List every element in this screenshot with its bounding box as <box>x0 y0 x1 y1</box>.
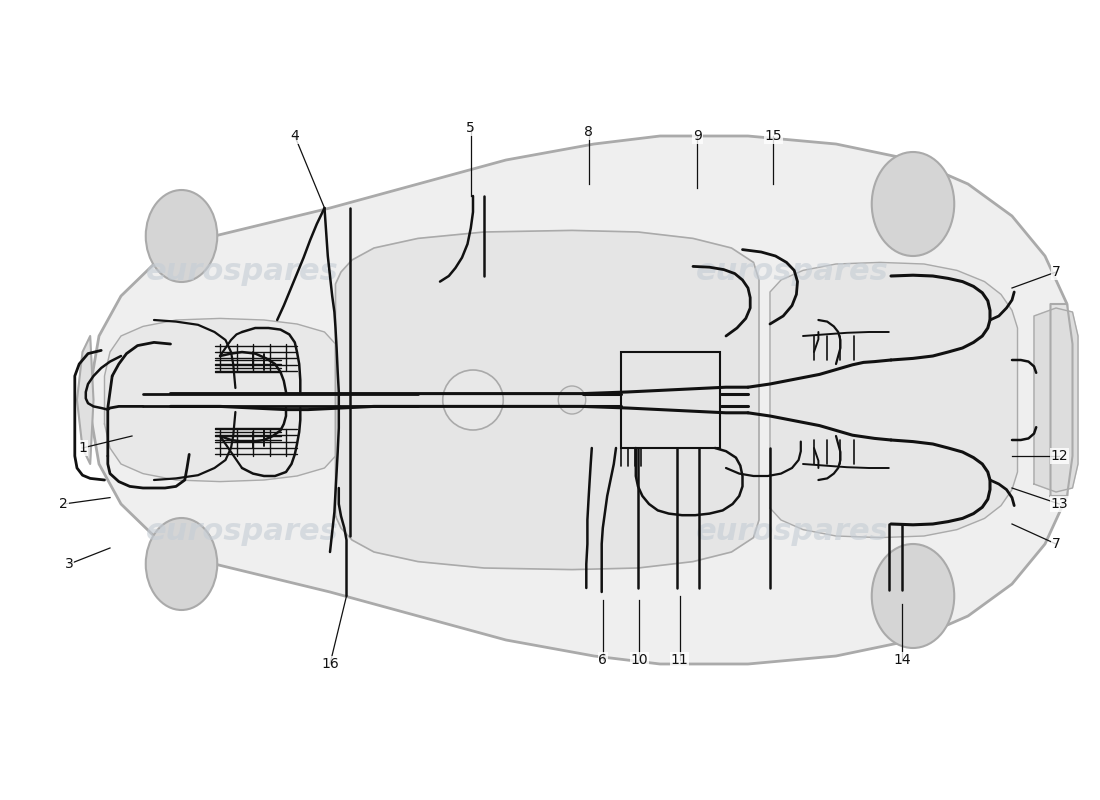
Polygon shape <box>104 318 336 482</box>
Text: eurospares: eurospares <box>145 518 339 546</box>
Text: 12: 12 <box>1050 449 1068 463</box>
Text: 3: 3 <box>65 557 74 571</box>
Text: 13: 13 <box>1050 497 1068 511</box>
Text: 1: 1 <box>78 441 87 455</box>
Text: 2: 2 <box>59 497 68 511</box>
Text: eurospares: eurospares <box>695 518 889 546</box>
Polygon shape <box>336 230 759 570</box>
Text: 11: 11 <box>671 653 689 667</box>
Ellipse shape <box>871 544 955 648</box>
Ellipse shape <box>558 386 585 414</box>
Text: 8: 8 <box>584 125 593 139</box>
Text: eurospares: eurospares <box>695 258 889 286</box>
Text: eurospares: eurospares <box>145 258 339 286</box>
Text: 16: 16 <box>321 657 339 671</box>
Text: 9: 9 <box>693 129 702 143</box>
Polygon shape <box>1050 304 1072 496</box>
Text: 6: 6 <box>598 653 607 667</box>
Polygon shape <box>77 336 94 464</box>
Text: 14: 14 <box>893 653 911 667</box>
Ellipse shape <box>145 518 218 610</box>
Ellipse shape <box>442 370 504 430</box>
Ellipse shape <box>871 152 955 256</box>
Text: 5: 5 <box>466 121 475 135</box>
Polygon shape <box>88 136 1067 664</box>
Text: 15: 15 <box>764 129 782 143</box>
Text: 4: 4 <box>290 129 299 143</box>
Text: 7: 7 <box>1052 537 1060 551</box>
Polygon shape <box>770 262 1018 538</box>
Polygon shape <box>1034 308 1078 492</box>
Text: 10: 10 <box>630 653 648 667</box>
Ellipse shape <box>145 190 218 282</box>
Text: 7: 7 <box>1052 265 1060 279</box>
